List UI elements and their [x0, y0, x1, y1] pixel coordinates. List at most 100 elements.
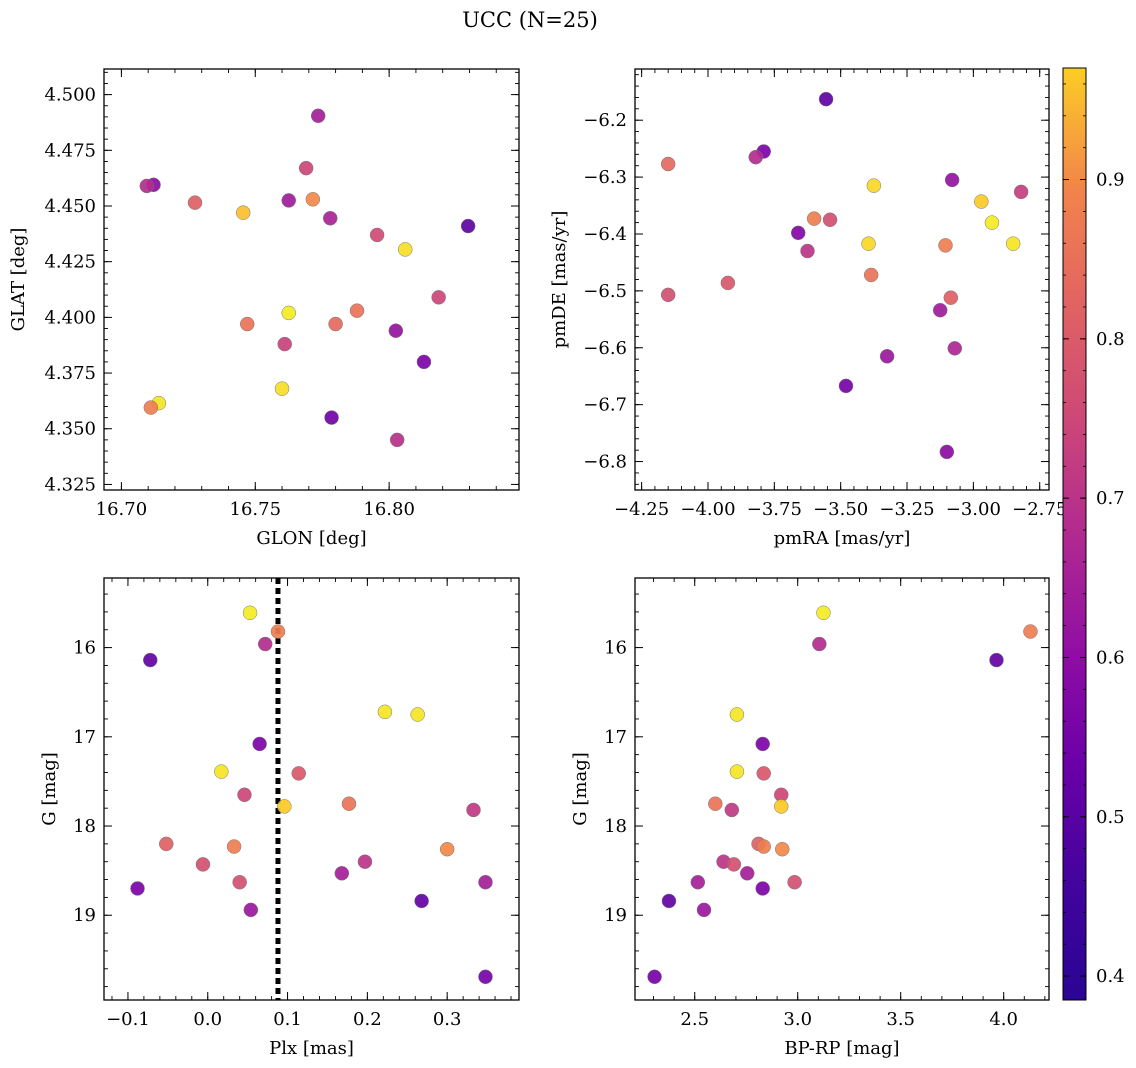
- data-point: [838, 378, 854, 394]
- data-point: [416, 354, 432, 370]
- data-point: [932, 302, 948, 318]
- colorbar-gradient: [1062, 67, 1087, 1001]
- data-point: [478, 969, 493, 985]
- data-point: [879, 349, 895, 364]
- data-point: [729, 764, 745, 779]
- x-tick-label: 2.5: [680, 1009, 709, 1030]
- data-point: [310, 108, 326, 124]
- y-tick-label: 17: [73, 727, 96, 748]
- data-point: [866, 178, 882, 193]
- data-point: [277, 336, 292, 352]
- data-point: [389, 432, 405, 448]
- colorbar: 0.4 0.5 0.6 0.7 0.8 0.9: [1062, 67, 1125, 1001]
- data-point: [944, 172, 960, 188]
- data-point: [790, 225, 806, 241]
- x-tick-label: −0.1: [106, 1009, 150, 1030]
- y-tick-label: 17: [604, 727, 627, 748]
- y-tick-label: 4.400: [44, 307, 96, 328]
- data-point: [414, 893, 429, 909]
- colorbar-tick-label: 0.5: [1096, 807, 1125, 828]
- data-point: [139, 178, 155, 194]
- x-tick-label: 16.80: [363, 499, 415, 520]
- data-point: [252, 736, 267, 752]
- panel-position: 16.70 16.75 16.80 4.325 4.350 4.375 4.400 4.425…: [8, 68, 520, 549]
- y-tick-label: 4.375: [44, 363, 96, 384]
- x-tick-label: 16.75: [230, 499, 282, 520]
- data-point: [1013, 184, 1029, 200]
- data-point: [410, 707, 425, 722]
- data-point: [647, 969, 662, 985]
- y-tick-label: 4.500: [44, 85, 96, 106]
- data-point: [298, 160, 314, 176]
- plot-frame: [634, 577, 1050, 1001]
- data-point: [775, 841, 790, 857]
- data-point: [460, 218, 476, 234]
- plot-frame: [103, 68, 520, 491]
- data-point: [696, 902, 712, 918]
- data-point: [755, 881, 770, 896]
- data-point: [726, 857, 742, 872]
- data-point: [989, 652, 1004, 668]
- x-tick-label: 0.1: [273, 1009, 302, 1030]
- data-point: [755, 736, 770, 752]
- colorbar-tick-label: 0.7: [1096, 488, 1125, 509]
- panel-proper-motion: −4.25 −4.00 −3.75 −3.50 −3.25 −3.00 −2.75 −6.8 −…: [549, 68, 1067, 549]
- panel-parallax-magnitude: −0.1 0.0 0.1 0.2 0.3 16 17 18 19 Plx [mas] G [mag]: [39, 577, 520, 1059]
- data-point: [660, 156, 676, 172]
- data-point: [822, 212, 838, 228]
- y-tick-label: 4.425: [44, 252, 96, 273]
- data-point: [322, 210, 338, 226]
- data-point: [466, 802, 481, 818]
- data-point: [237, 787, 252, 803]
- data-point: [324, 410, 339, 425]
- data-point: [720, 275, 736, 291]
- x-tick-label: −3.75: [747, 499, 802, 520]
- x-tick-label: 0.3: [433, 1009, 462, 1030]
- data-point: [388, 323, 404, 338]
- data-point: [277, 799, 292, 814]
- y-tick-label: 16: [73, 638, 96, 659]
- y-axis-label: GLAT [deg]: [8, 228, 29, 332]
- x-tick-label: 3.5: [886, 1009, 915, 1030]
- y-tick-label: 4.450: [44, 196, 96, 217]
- data-point: [349, 303, 365, 318]
- plot-frame: [103, 577, 520, 1001]
- x-tick-label: 0.0: [193, 1009, 222, 1030]
- data-point: [756, 766, 771, 781]
- data-point: [130, 881, 145, 896]
- data-point: [787, 874, 802, 890]
- data-point: [334, 866, 350, 881]
- data-point: [274, 381, 290, 396]
- y-tick-label: −6.3: [583, 167, 627, 188]
- data-point: [773, 799, 789, 814]
- data-point: [974, 194, 989, 209]
- data-point: [281, 305, 296, 321]
- x-axis-label: Plx [mas]: [269, 1038, 354, 1059]
- y-tick-label: 4.475: [44, 140, 96, 161]
- y-axis-label: G [mag]: [39, 752, 60, 825]
- y-tick-label: 4.350: [44, 419, 96, 440]
- data-point: [431, 290, 446, 305]
- data-point: [143, 400, 159, 415]
- data-point: [305, 192, 321, 207]
- data-point: [806, 211, 822, 226]
- y-axis-label: pmDE [mas/yr]: [549, 211, 570, 349]
- y-axis-label: G [mag]: [570, 752, 591, 825]
- data-point: [1005, 236, 1021, 251]
- data-point: [729, 707, 745, 722]
- data-point: [239, 316, 255, 332]
- colorbar-tick-label: 0.8: [1096, 329, 1125, 350]
- x-tick-label: 3.0: [783, 1009, 812, 1030]
- data-point: [740, 866, 755, 881]
- data-point: [243, 902, 259, 918]
- x-tick-label: −3.00: [946, 499, 1001, 520]
- x-axis-label: GLON [deg]: [256, 528, 366, 549]
- data-point: [947, 341, 963, 356]
- data-point: [756, 839, 771, 854]
- data-point: [187, 195, 203, 210]
- data-point: [690, 874, 706, 890]
- data-point: [143, 652, 158, 668]
- x-tick-label: −3.25: [879, 499, 934, 520]
- data-point: [397, 242, 413, 257]
